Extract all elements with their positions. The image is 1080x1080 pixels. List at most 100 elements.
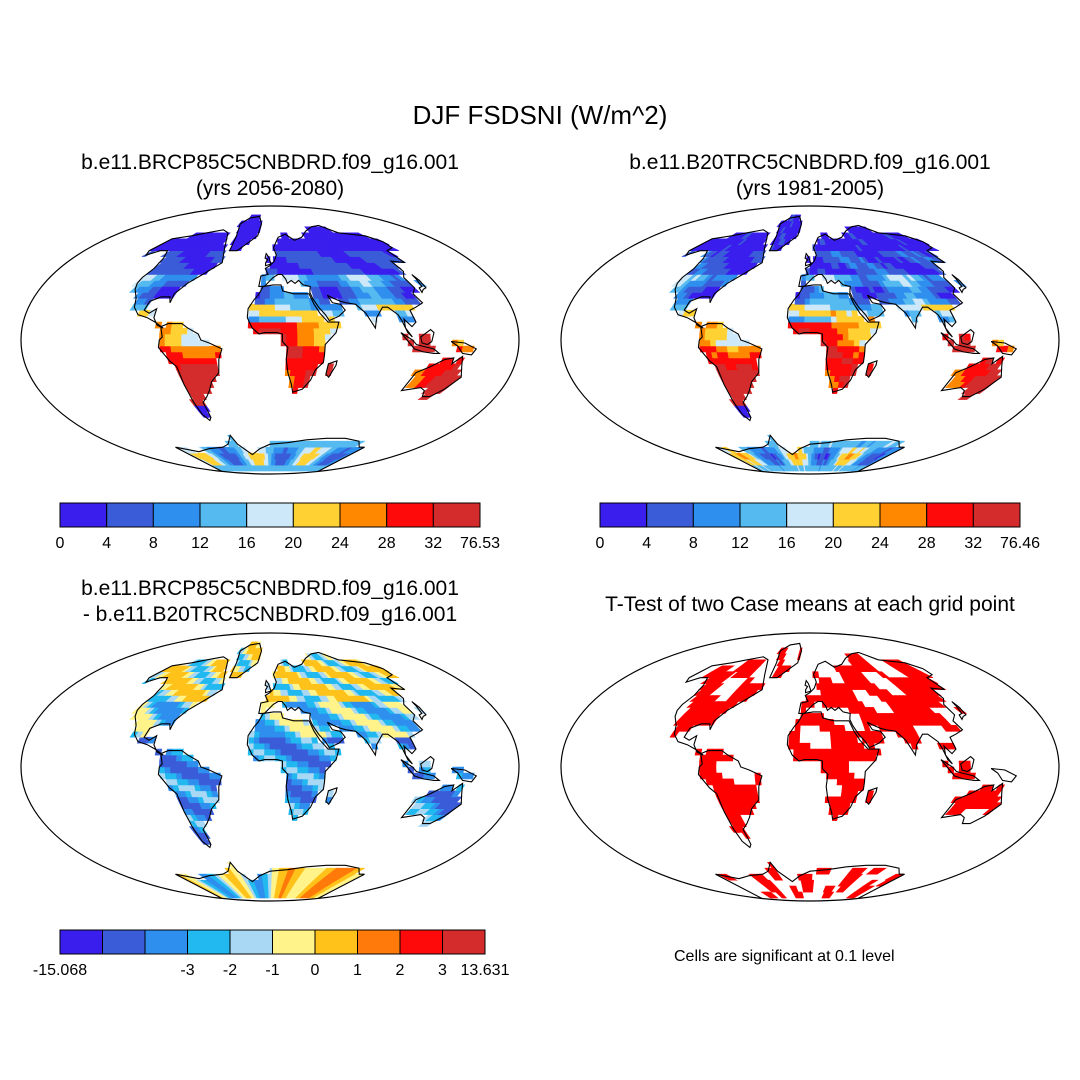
colorbar-box	[59, 502, 108, 528]
colorbar-box	[879, 502, 928, 528]
significance-note: Cells are significant at 0.1 level	[674, 948, 895, 965]
colorbar-box	[152, 502, 201, 528]
coastline-borneo	[960, 755, 975, 773]
panel1-title-line2: (yrs 2056-2080)	[195, 177, 345, 200]
colorbar-box	[972, 502, 1021, 528]
coastline-japan	[411, 701, 427, 721]
colorbar-tick-label: 16	[778, 535, 796, 552]
coastline-antarctica	[175, 861, 365, 901]
colorbar-box	[432, 502, 481, 528]
panel4-title: T-Test of two Case means at each grid po…	[560, 592, 1060, 618]
colorbar-box	[646, 502, 694, 528]
colorbar-tick-label: 0	[56, 535, 65, 552]
colorbar-panel3: -15.068 -3 -2 -1 0 1 2 3 13.631	[33, 929, 510, 979]
colorbar-tick-label: 12	[731, 535, 749, 552]
coastline-north-america	[133, 656, 229, 756]
colorbar-tick-label: 13.631	[461, 962, 510, 979]
coastline-eurasia	[798, 224, 964, 338]
coastline-australia	[400, 355, 464, 398]
colorbar-tick-label: 0	[596, 535, 605, 552]
panel2-title: b.e11.B20TRC5CNBDRD.f09_g16.001 (yrs 198…	[560, 150, 1060, 202]
coastline-south-america	[697, 323, 763, 422]
colorbar-box	[386, 502, 434, 528]
coastline-japan	[411, 274, 427, 294]
coastline-south-america	[157, 323, 223, 422]
colorbar-box	[832, 502, 881, 528]
panel3-title: b.e11.BRCP85C5CNBDRD.f09_g16.001 - b.e11…	[20, 576, 520, 628]
coastline-borneo	[960, 328, 975, 346]
coastline-indonesia	[400, 332, 441, 354]
colorbar-panel1: 0 4 8 12 16 20 24 28 32 76.53	[56, 502, 500, 552]
coastline-eurasia	[798, 651, 964, 765]
colorbar-panel2: 0 4 8 12 16 20 24 28 32 76.46	[596, 502, 1040, 552]
coastline-australia	[400, 782, 464, 825]
coastline-indonesia	[400, 759, 441, 781]
coastline-new-guinea	[990, 340, 1018, 356]
colorbar-box	[144, 929, 188, 955]
coastline-madagascar	[865, 786, 878, 806]
coastline-south-america	[697, 750, 763, 849]
coastline-new-guinea	[450, 767, 478, 783]
map-panel1	[20, 205, 520, 475]
panel1-title-line1: b.e11.BRCP85C5CNBDRD.f09_g16.001	[81, 151, 459, 174]
panel2-title-line1: b.e11.B20TRC5CNBDRD.f09_g16.001	[629, 151, 991, 174]
coastline-borneo	[420, 755, 435, 773]
colorbar-box	[739, 502, 788, 528]
colorbar-box	[399, 929, 443, 955]
coastline-africa	[246, 284, 340, 393]
colorbar-box	[599, 502, 648, 528]
coastline-africa	[786, 284, 880, 393]
map-border	[560, 632, 1060, 902]
coastline-australia	[940, 355, 1004, 398]
coastline-borneo	[420, 328, 435, 346]
panel3-title-line2: - b.e11.B20TRC5CNBDRD.f09_g16.001	[82, 603, 458, 626]
colorbar-tick-label: 76.46	[1000, 535, 1040, 552]
coastline-new-guinea	[990, 767, 1018, 783]
coastline-south-america	[157, 750, 223, 849]
colorbar-tick-label: 24	[871, 535, 889, 552]
colorbar-tick-label: 20	[824, 535, 842, 552]
colorbar-box	[786, 502, 834, 528]
colorbar-tick-label: 28	[378, 535, 396, 552]
coastline-greenland	[768, 642, 803, 679]
map-border	[20, 632, 520, 902]
coastline-north-america	[673, 229, 769, 329]
coastline-indonesia	[940, 332, 981, 354]
colorbar-tick-label: -2	[223, 962, 237, 979]
map-panel4	[560, 632, 1060, 902]
colorbar-tick-label: 76.53	[460, 535, 500, 552]
panel1-title: b.e11.BRCP85C5CNBDRD.f09_g16.001 (yrs 20…	[20, 150, 520, 202]
coastline-madagascar	[325, 786, 338, 806]
figure-title: DJF FSDSNI (W/m^2)	[412, 100, 668, 130]
colorbar-box	[246, 502, 294, 528]
panel4-title-line1: T-Test of two Case means at each grid po…	[605, 593, 1015, 616]
panel3-title-line1: b.e11.BRCP85C5CNBDRD.f09_g16.001	[81, 577, 459, 600]
coastline-africa	[786, 711, 880, 820]
coastline-greenland	[228, 642, 263, 679]
colorbar-box	[229, 929, 273, 955]
colorbar-tick-label: 3	[438, 962, 447, 979]
colorbar-box	[442, 929, 486, 955]
coastline-north-america	[133, 229, 229, 329]
colorbar-tick-label: 32	[964, 535, 982, 552]
colorbar-box	[106, 502, 154, 528]
colorbar-tick-label: 16	[238, 535, 256, 552]
coastline-antarctica	[715, 861, 905, 901]
colorbar-tick-label: 1	[353, 962, 362, 979]
coastline-uk	[804, 679, 812, 694]
colorbar-tick-label: 8	[149, 535, 158, 552]
colorbar-tick-label: 12	[191, 535, 209, 552]
coastline-greenland	[228, 215, 263, 252]
colorbar-tick-label: 28	[918, 535, 936, 552]
coastline-uk	[264, 679, 272, 694]
colorbar-tick-label: 2	[396, 962, 405, 979]
colorbar-box	[357, 929, 401, 955]
coastline-antarctica	[715, 434, 905, 474]
map-border	[20, 205, 520, 475]
colorbar-box	[339, 502, 388, 528]
colorbar-tick-label: 20	[284, 535, 302, 552]
colorbar-tick-label: -15.068	[33, 962, 87, 979]
coastline-madagascar	[325, 359, 338, 379]
coastline-madagascar	[865, 359, 878, 379]
colorbar-tick-label: -3	[180, 962, 194, 979]
